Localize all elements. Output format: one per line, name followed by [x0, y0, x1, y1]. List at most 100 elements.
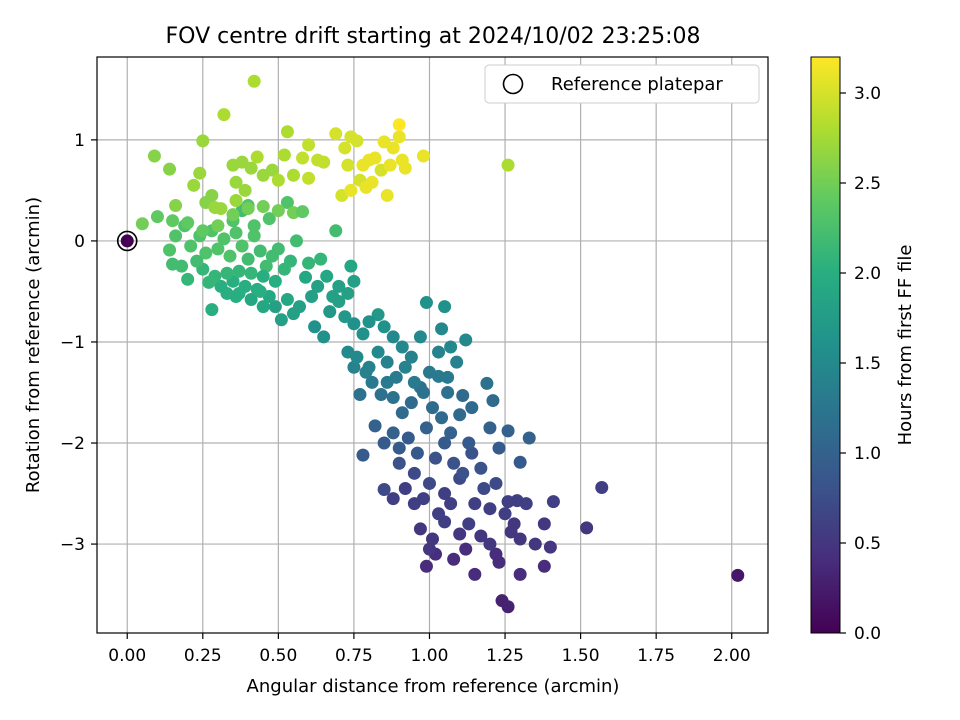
data-point [389, 370, 403, 384]
data-point [223, 249, 237, 263]
data-point [135, 217, 149, 231]
colorbar-tick-label: 1.5 [854, 354, 881, 374]
data-point [196, 134, 210, 148]
data-point [398, 161, 412, 175]
data-point [214, 202, 228, 216]
data-point [498, 507, 512, 521]
data-point [429, 451, 443, 465]
legend-box [484, 64, 760, 104]
data-point [205, 303, 219, 317]
data-point [537, 517, 551, 531]
data-point [383, 158, 397, 172]
scatter-points [116, 74, 745, 614]
x-tick-label: 0.00 [108, 646, 146, 666]
data-point [120, 234, 134, 248]
data-point [395, 406, 409, 420]
colorbar: 0.0 0.5 1.0 1.5 2.0 2.5 3.0 Hours from first F… [810, 56, 916, 644]
data-point [447, 456, 461, 470]
data-point [317, 155, 331, 169]
data-point [347, 360, 361, 374]
data-point [495, 594, 509, 608]
reference-marker [116, 230, 138, 252]
data-point [247, 219, 261, 233]
y-tick-label: −1 [60, 333, 85, 353]
data-point [256, 269, 270, 283]
data-point [441, 385, 455, 399]
data-point [422, 542, 436, 556]
data-point [147, 149, 161, 163]
data-point [268, 300, 282, 314]
data-point [519, 497, 533, 511]
data-point [453, 408, 467, 422]
data-point [507, 517, 521, 531]
data-point [465, 446, 479, 460]
data-point [347, 317, 361, 331]
data-point [416, 492, 430, 506]
data-point [253, 244, 267, 258]
data-point [413, 522, 427, 536]
data-point [193, 166, 207, 180]
data-point [483, 537, 497, 551]
data-point [350, 350, 364, 364]
data-point [283, 254, 297, 268]
data-point [447, 552, 461, 566]
y-axis-label: Rotation from reference (arcmin) [23, 197, 44, 493]
colorbar-tick-label: 2.5 [854, 174, 881, 194]
x-tick-label: 1.00 [411, 646, 449, 666]
data-point [341, 158, 355, 172]
x-axis-ticks: 0.00 0.25 0.50 0.75 1.00 1.25 1.50 1.75 2.00 [108, 633, 751, 666]
data-point [459, 333, 473, 347]
colorbar-label: Hours from first FF file [895, 245, 916, 446]
data-point [220, 266, 234, 280]
colorbar-gradient [810, 56, 841, 634]
data-point [386, 330, 400, 344]
data-point [474, 461, 488, 475]
data-point [302, 171, 316, 185]
data-point [368, 419, 382, 433]
data-point [329, 224, 343, 238]
data-point [166, 257, 180, 271]
data-point [468, 497, 482, 511]
data-point [217, 108, 231, 122]
data-point [377, 320, 391, 334]
data-point [253, 284, 267, 298]
data-point [404, 396, 418, 410]
data-point [202, 275, 216, 289]
data-point [235, 239, 249, 253]
data-point [338, 310, 352, 324]
data-point [374, 388, 388, 402]
data-point [229, 193, 243, 207]
data-point [150, 210, 164, 224]
x-tick-label: 1.75 [637, 646, 675, 666]
x-tick-label: 1.25 [486, 646, 524, 666]
data-point [450, 355, 464, 369]
data-point [199, 246, 213, 260]
data-point [435, 411, 449, 425]
legend: Reference platepar [484, 64, 760, 104]
data-point [280, 196, 294, 210]
data-point [456, 466, 470, 480]
data-point [386, 426, 400, 440]
data-point [314, 252, 328, 266]
data-point [422, 476, 436, 490]
x-tick-label: 1.50 [562, 646, 600, 666]
data-point [256, 300, 270, 314]
data-point [181, 272, 195, 286]
colorbar-tick-label: 0.0 [854, 624, 881, 644]
data-point [226, 208, 240, 222]
data-point [392, 441, 406, 455]
data-point [386, 492, 400, 506]
data-point [413, 330, 427, 344]
plot-frame [96, 56, 769, 634]
legend-label-reference: Reference platepar [551, 74, 723, 95]
data-point [513, 532, 527, 546]
legend-marker-reference [502, 73, 524, 95]
data-point [211, 219, 225, 233]
data-point [468, 567, 482, 581]
data-point [492, 441, 506, 455]
data-point [238, 183, 252, 197]
data-point [169, 199, 183, 213]
data-point [426, 401, 439, 415]
data-point [265, 163, 279, 177]
data-point [256, 200, 270, 214]
